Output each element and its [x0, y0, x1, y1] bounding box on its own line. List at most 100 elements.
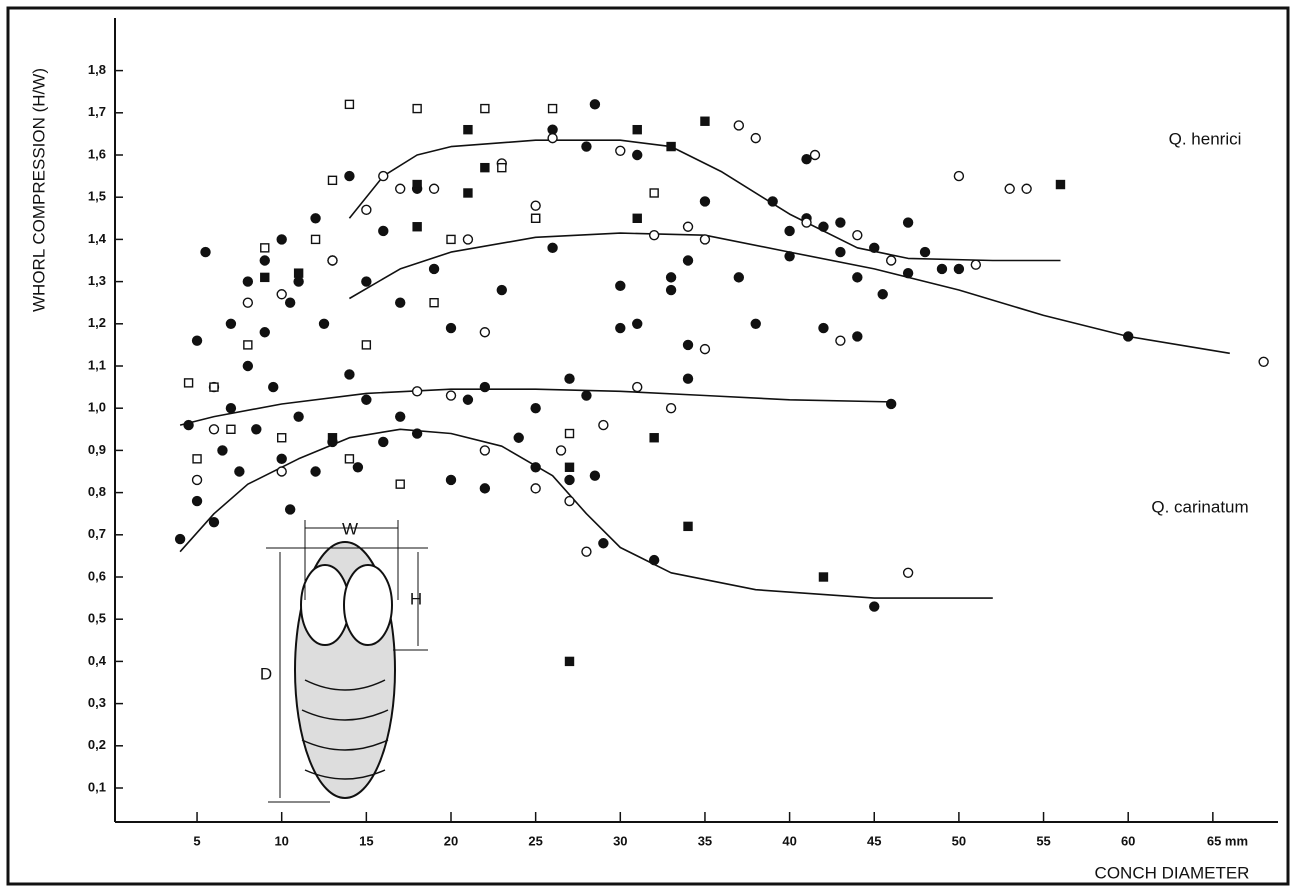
point: [344, 170, 355, 182]
point: [564, 428, 575, 439]
point: [682, 255, 694, 266]
x-tick-label: 20: [444, 833, 458, 848]
point: [352, 462, 364, 473]
point: [226, 424, 236, 434]
point: [480, 162, 490, 173]
point: [877, 289, 888, 300]
point: [479, 445, 491, 456]
point: [310, 234, 321, 245]
point: [361, 340, 372, 350]
y-tick-label: 1,8: [88, 62, 106, 77]
point: [276, 234, 287, 245]
point: [378, 225, 389, 237]
point: [530, 403, 541, 414]
point: [284, 504, 296, 515]
point: [589, 99, 601, 110]
shell-diagram: [266, 520, 428, 803]
point: [852, 331, 863, 342]
point: [1055, 179, 1066, 190]
x-axis-title: CONCH DIAMETER: [1095, 863, 1250, 882]
point: [632, 318, 643, 329]
fit-curve: [179, 428, 993, 599]
point: [835, 246, 846, 258]
point: [480, 103, 490, 114]
point: [852, 229, 863, 241]
point: [547, 132, 558, 144]
point: [225, 403, 237, 414]
point: [581, 141, 592, 152]
point: [183, 378, 194, 388]
point: [395, 479, 405, 489]
point: [555, 445, 567, 456]
y-tick-label: 0,6: [88, 568, 106, 583]
y-tick-label: 0,2: [88, 737, 106, 752]
point: [649, 188, 659, 198]
point: [242, 297, 254, 308]
point: [318, 318, 330, 329]
point: [632, 149, 643, 161]
point: [445, 322, 457, 334]
point: [361, 394, 372, 405]
point: [327, 433, 338, 443]
point: [428, 183, 440, 194]
point: [497, 162, 507, 173]
point: [268, 381, 279, 393]
x-tick-label: 60: [1121, 833, 1135, 848]
point: [733, 120, 745, 131]
point: [683, 521, 693, 532]
point: [919, 246, 931, 258]
point: [191, 495, 203, 507]
point: [564, 373, 575, 384]
point: [885, 255, 897, 266]
point: [395, 183, 406, 194]
point: [699, 343, 711, 355]
point: [530, 483, 541, 494]
point: [581, 546, 592, 557]
x-tick-label: 10: [274, 833, 288, 848]
point: [496, 284, 507, 296]
point: [276, 453, 287, 465]
point: [344, 99, 355, 110]
point: [615, 280, 626, 292]
point: [260, 272, 270, 283]
point: [191, 474, 203, 486]
annotation: D: [260, 664, 272, 683]
point: [200, 246, 211, 258]
point: [818, 572, 829, 582]
point: [665, 403, 677, 414]
y-tick-label: 1,5: [88, 189, 106, 204]
point: [699, 196, 711, 207]
point: [615, 322, 626, 334]
point: [208, 424, 220, 435]
y-tick-label: 0,7: [88, 526, 106, 541]
y-tick-label: 1,0: [88, 400, 106, 415]
point: [835, 217, 846, 228]
point: [411, 428, 423, 439]
point: [361, 204, 372, 216]
point: [446, 234, 456, 245]
point: [445, 474, 457, 486]
point: [700, 116, 710, 126]
point: [801, 217, 812, 228]
point: [378, 170, 389, 182]
point: [428, 263, 440, 275]
fit-curve: [179, 388, 892, 426]
point: [251, 424, 262, 435]
point: [209, 382, 219, 392]
point: [564, 656, 575, 667]
frame: [6, 6, 1290, 886]
point: [936, 263, 948, 275]
point: [463, 188, 473, 198]
point: [462, 234, 474, 245]
point: [682, 221, 694, 232]
x-tick-label: 25: [528, 833, 542, 848]
point: [835, 335, 846, 346]
annotation: Q. carinatum: [1151, 497, 1248, 516]
point: [970, 259, 982, 270]
point: [598, 419, 609, 431]
x-tick-label: 30: [613, 833, 627, 848]
point: [243, 340, 253, 350]
point: [242, 360, 254, 372]
y-tick-label: 0,3: [88, 695, 106, 710]
